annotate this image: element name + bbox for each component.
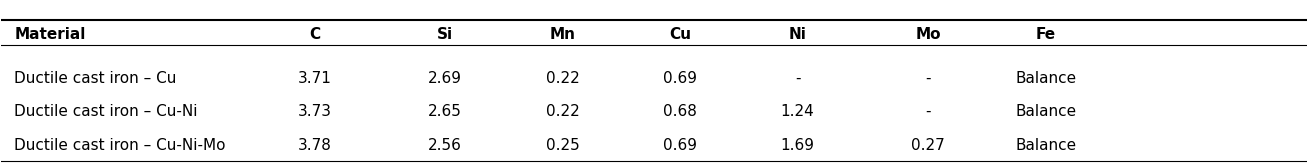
Text: -: - <box>795 71 800 86</box>
Text: Material: Material <box>14 27 86 42</box>
Text: 0.22: 0.22 <box>545 104 579 119</box>
Text: Si: Si <box>437 27 454 42</box>
Text: Mn: Mn <box>549 27 576 42</box>
Text: 3.78: 3.78 <box>298 138 332 153</box>
Text: 2.69: 2.69 <box>428 71 462 86</box>
Text: 0.68: 0.68 <box>663 104 697 119</box>
Text: 1.24: 1.24 <box>781 104 815 119</box>
Text: Balance: Balance <box>1015 104 1076 119</box>
Text: 0.25: 0.25 <box>545 138 579 153</box>
Text: Balance: Balance <box>1015 71 1076 86</box>
Text: 1.69: 1.69 <box>781 138 815 153</box>
Text: Fe: Fe <box>1036 27 1056 42</box>
Text: -: - <box>925 104 931 119</box>
Text: Mo: Mo <box>916 27 940 42</box>
Text: Cu: Cu <box>670 27 691 42</box>
Text: 0.69: 0.69 <box>663 138 697 153</box>
Text: 3.71: 3.71 <box>298 71 332 86</box>
Text: 2.65: 2.65 <box>428 104 462 119</box>
Text: Ductile cast iron – Cu-Ni: Ductile cast iron – Cu-Ni <box>14 104 198 119</box>
Text: 3.73: 3.73 <box>298 104 332 119</box>
Text: 0.69: 0.69 <box>663 71 697 86</box>
Text: 0.22: 0.22 <box>545 71 579 86</box>
Text: 2.56: 2.56 <box>428 138 462 153</box>
Text: Ductile cast iron – Cu-Ni-Mo: Ductile cast iron – Cu-Ni-Mo <box>14 138 226 153</box>
Text: C: C <box>309 27 320 42</box>
Text: Ductile cast iron – Cu: Ductile cast iron – Cu <box>14 71 177 86</box>
Text: Balance: Balance <box>1015 138 1076 153</box>
Text: -: - <box>925 71 931 86</box>
Text: Ni: Ni <box>789 27 807 42</box>
Text: 0.27: 0.27 <box>912 138 944 153</box>
